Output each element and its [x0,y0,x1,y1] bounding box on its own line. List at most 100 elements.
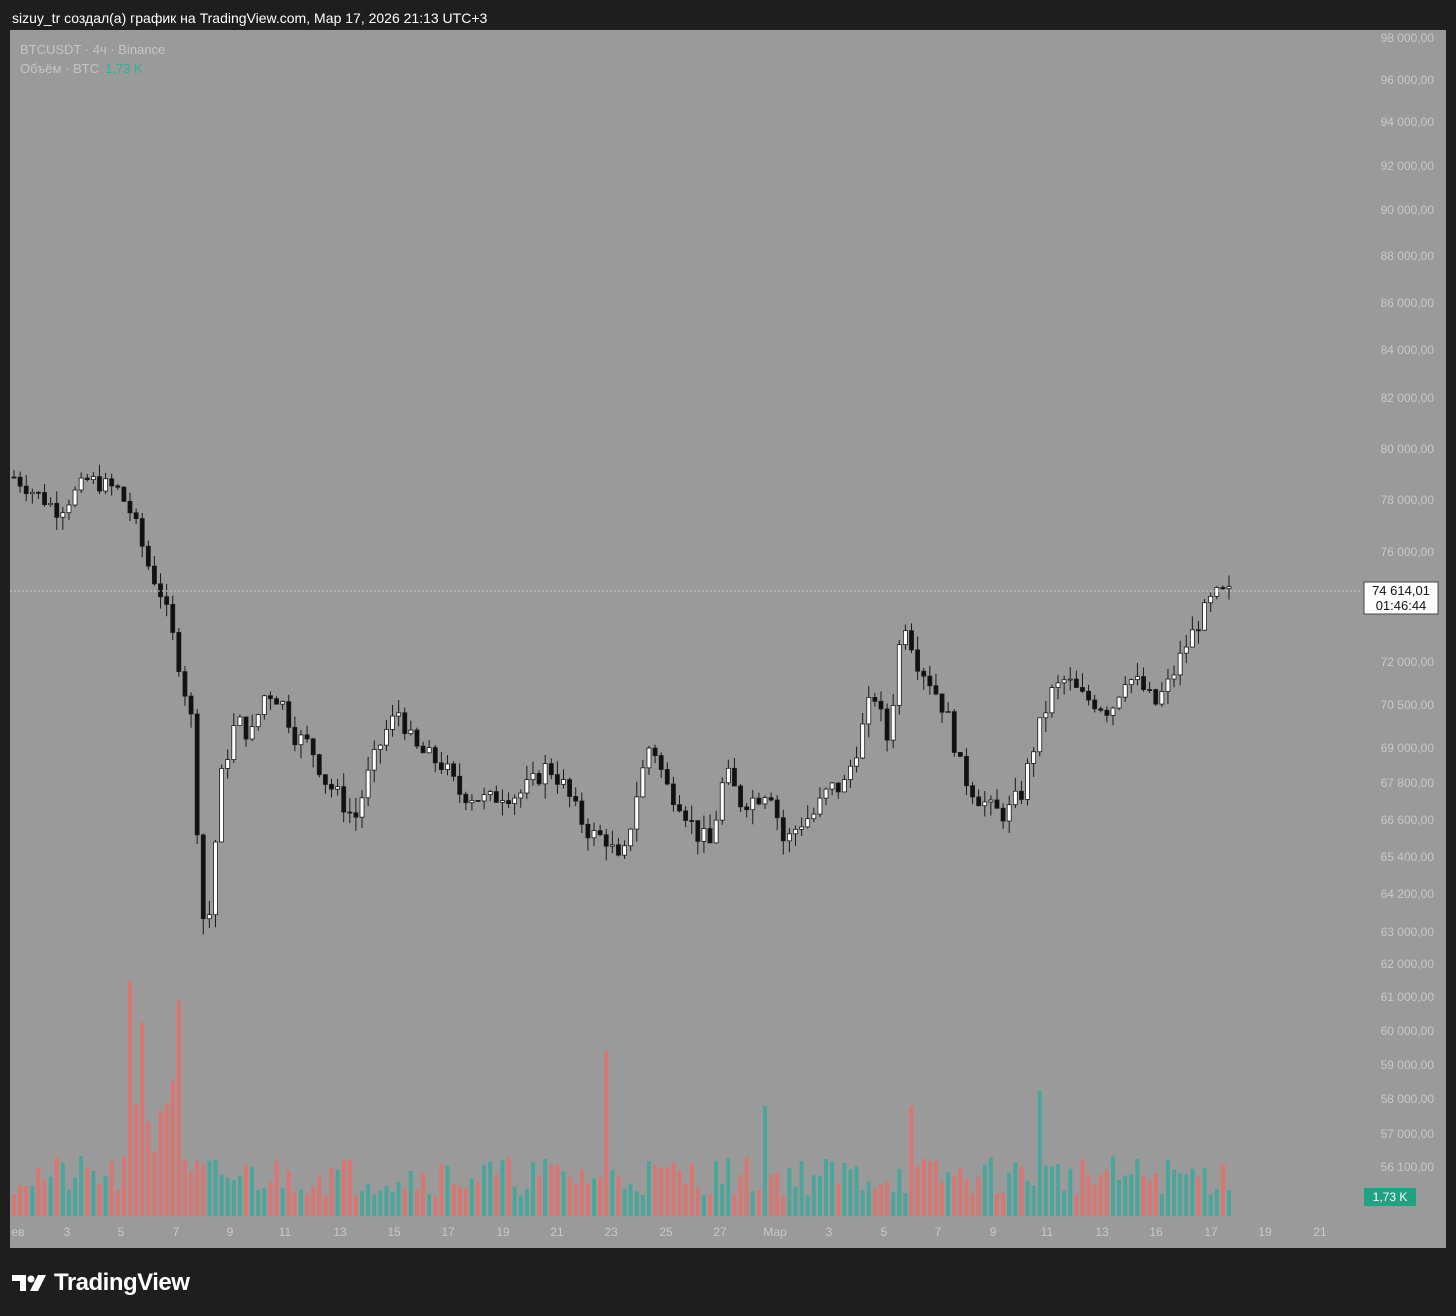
volume-bar[interactable] [164,1103,169,1216]
candle-body[interactable] [512,797,518,804]
volume-bar[interactable] [677,1171,682,1216]
candle-body[interactable] [640,767,646,798]
volume-bar[interactable] [958,1167,963,1216]
candle-body[interactable] [60,512,66,518]
volume-bar[interactable] [714,1160,719,1216]
candle-body[interactable] [835,782,841,793]
candle-body[interactable] [17,476,23,487]
candle-body[interactable] [622,845,627,856]
candle-body[interactable] [750,797,756,811]
volume-bar[interactable] [830,1161,835,1216]
volume-bar[interactable] [1025,1180,1030,1216]
volume-bar[interactable] [353,1194,358,1216]
volume-bar[interactable] [1165,1159,1170,1216]
volume-bar[interactable] [298,1189,303,1216]
volume-bar[interactable] [115,1190,120,1216]
candle-body[interactable] [1116,696,1122,709]
volume-bar[interactable] [1220,1163,1225,1216]
candle-body[interactable] [805,818,811,828]
candle-body[interactable] [872,696,878,702]
chart-pane[interactable] [10,30,1446,1248]
volume-bar[interactable] [488,1161,493,1216]
volume-bar[interactable] [24,1185,29,1216]
candle-body[interactable] [915,649,921,672]
volume-bar[interactable] [799,1161,804,1216]
volume-bar[interactable] [518,1195,523,1216]
footer-branding[interactable]: TradingView [12,1268,190,1298]
candle-body[interactable] [1159,691,1165,705]
volume-bar[interactable] [982,1164,987,1216]
volume-bar[interactable] [1123,1175,1128,1216]
candle-body[interactable] [1165,678,1171,692]
volume-bar[interactable] [598,1176,603,1216]
candle-body[interactable] [707,828,713,844]
candle-body[interactable] [591,830,597,839]
volume-bar[interactable] [146,1121,151,1216]
volume-bar[interactable] [567,1177,572,1216]
candle-body[interactable] [1025,763,1030,800]
candle-body[interactable] [567,779,573,797]
volume-bar[interactable] [152,1151,157,1216]
candle-body[interactable] [652,747,658,756]
volume-bar[interactable] [500,1159,505,1216]
candle-body[interactable] [90,476,96,481]
candle-body[interactable] [811,813,817,820]
volume-bar[interactable] [433,1195,438,1216]
candle-body[interactable] [1080,687,1085,692]
volume-bar[interactable] [1037,1091,1042,1216]
volume-bar[interactable] [1214,1188,1219,1216]
volume-bar[interactable] [769,1174,774,1216]
volume-bar[interactable] [182,1159,187,1216]
candle-body[interactable] [1098,708,1104,711]
candle-body[interactable] [670,783,676,806]
volume-bar[interactable] [268,1182,273,1216]
volume-bar[interactable] [836,1183,841,1216]
volume-bar[interactable] [933,1160,938,1216]
volume-bar[interactable] [225,1177,230,1216]
candle-body[interactable] [200,834,206,920]
candle-body[interactable] [683,810,689,821]
volume-bar[interactable] [73,1177,78,1216]
volume-bar[interactable] [103,1176,108,1216]
candle-body[interactable] [286,701,292,728]
volume-bar[interactable] [1153,1174,1158,1216]
candle-body[interactable] [1214,587,1220,597]
volume-bar[interactable] [543,1158,548,1216]
volume-bar[interactable] [634,1191,639,1216]
candle-body[interactable] [573,796,579,802]
volume-bar[interactable] [537,1176,542,1216]
candle-body[interactable] [182,671,188,697]
volume-bar[interactable] [921,1158,926,1216]
volume-bar[interactable] [12,1194,16,1216]
candle-body[interactable] [774,799,780,819]
candle-body[interactable] [695,820,701,842]
candle-body[interactable] [231,725,237,760]
candle-body[interactable] [225,759,231,769]
volume-bar[interactable] [854,1166,859,1216]
volume-bar[interactable] [946,1172,951,1216]
candle-body[interactable] [841,779,847,793]
volume-bar[interactable] [1208,1194,1213,1216]
volume-bar[interactable] [653,1165,658,1216]
candle-body[interactable] [316,754,322,776]
volume-bar[interactable] [366,1184,371,1216]
volume-bar[interactable] [781,1195,786,1216]
volume-bar[interactable] [994,1194,999,1216]
candle-body[interactable] [744,806,750,811]
candle-body[interactable] [66,504,72,514]
volume-bar[interactable] [561,1171,566,1216]
candle-body[interactable] [329,784,334,790]
candle-body[interactable] [1171,674,1177,680]
volume-bar[interactable] [824,1159,829,1216]
candle-body[interactable] [127,500,133,514]
volume-bar[interactable] [659,1167,664,1216]
candle-body[interactable] [145,545,151,567]
volume-bar[interactable] [176,1000,181,1216]
candle-body[interactable] [29,491,35,495]
candle-body[interactable] [524,779,530,794]
volume-bar[interactable] [585,1183,590,1216]
volume-bar[interactable] [237,1175,242,1216]
candle-body[interactable] [97,476,102,492]
candle-body[interactable] [1183,646,1189,654]
candle-body[interactable] [548,763,554,776]
